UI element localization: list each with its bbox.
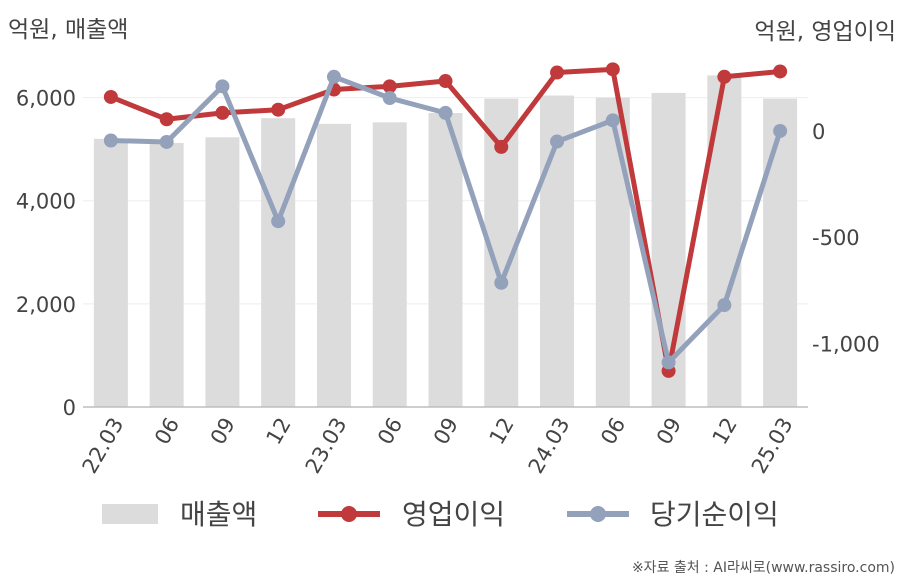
point-당기순이익 (382, 91, 397, 106)
legend-marker (590, 506, 606, 522)
point-당기순이익 (159, 134, 174, 149)
legend-label: 영업이익 (402, 498, 505, 531)
bar-매출액 (595, 97, 630, 408)
legend-marker (341, 506, 357, 522)
point-영업이익 (271, 102, 286, 117)
point-당기순이익 (717, 298, 732, 313)
x-tick-label: 12 (708, 414, 742, 449)
bar-매출액 (707, 75, 742, 407)
x-tick-label: 25.03 (747, 414, 798, 478)
right-axis-unit: 억원, 영업이익 (754, 19, 896, 45)
point-당기순이익 (103, 133, 118, 148)
right-axis: 0 -500 -1,000 (812, 120, 880, 356)
bar-매출액 (205, 137, 240, 407)
legend-label: 당기순이익 (650, 498, 779, 531)
legend-swatch (102, 504, 158, 524)
point-당기순이익 (494, 275, 509, 290)
point-영업이익 (550, 65, 565, 80)
point-당기순이익 (773, 123, 788, 138)
point-당기순이익 (326, 69, 341, 84)
x-tick-label: 09 (652, 414, 686, 449)
left-tick-label: 0 (63, 396, 76, 420)
legend-label: 매출액 (180, 498, 257, 531)
source-note: ※자료 출처 : AI라씨로(www.rassiro.com) (632, 560, 895, 576)
point-당기순이익 (605, 113, 620, 128)
point-영업이익 (438, 74, 453, 89)
right-tick-label: -1,000 (812, 332, 880, 356)
x-tick-label: 09 (206, 414, 240, 449)
point-당기순이익 (661, 355, 676, 370)
bar-매출액 (372, 122, 407, 407)
point-영업이익 (494, 139, 509, 154)
lines (103, 62, 788, 378)
x-tick-label: 12 (485, 414, 519, 449)
bar-매출액 (261, 118, 296, 407)
point-영업이익 (103, 89, 118, 104)
legend: 매출액 영업이익 당기순이익 (102, 498, 779, 531)
point-영업이익 (717, 69, 732, 84)
x-tick-label: 12 (262, 414, 296, 449)
right-tick-label: -500 (812, 226, 860, 250)
bar-매출액 (428, 113, 463, 408)
bar-매출액 (316, 123, 351, 407)
x-tick-label: 06 (150, 414, 184, 449)
x-tick-label: 09 (429, 414, 463, 449)
bar-매출액 (763, 98, 798, 408)
x-tick-label: 06 (373, 414, 407, 449)
point-영업이익 (382, 79, 397, 94)
right-tick-label: 0 (812, 120, 825, 144)
point-영업이익 (159, 112, 174, 127)
point-당기순이익 (438, 105, 453, 120)
bar-매출액 (93, 138, 128, 408)
left-axis-unit: 억원, 매출액 (8, 17, 128, 43)
bar-매출액 (149, 142, 184, 407)
left-tick-label: 4,000 (16, 190, 76, 214)
left-axis: 0 2,000 4,000 6,000 (16, 87, 76, 420)
left-tick-label: 2,000 (16, 293, 76, 317)
x-axis: 22.03 06 09 12 23.03 06 09 12 24.03 06 09 12 25.03 (78, 414, 798, 478)
x-tick-label: 22.03 (78, 414, 129, 478)
point-영업이익 (773, 64, 788, 79)
point-당기순이익 (215, 79, 230, 94)
point-영업이익 (215, 105, 230, 120)
x-tick-label: 23.03 (301, 414, 352, 478)
x-tick-label: 06 (596, 414, 630, 449)
point-영업이익 (605, 62, 620, 77)
x-tick-label: 24.03 (524, 414, 575, 478)
point-당기순이익 (550, 134, 565, 149)
left-tick-label: 6,000 (16, 87, 76, 111)
point-당기순이익 (271, 214, 286, 229)
